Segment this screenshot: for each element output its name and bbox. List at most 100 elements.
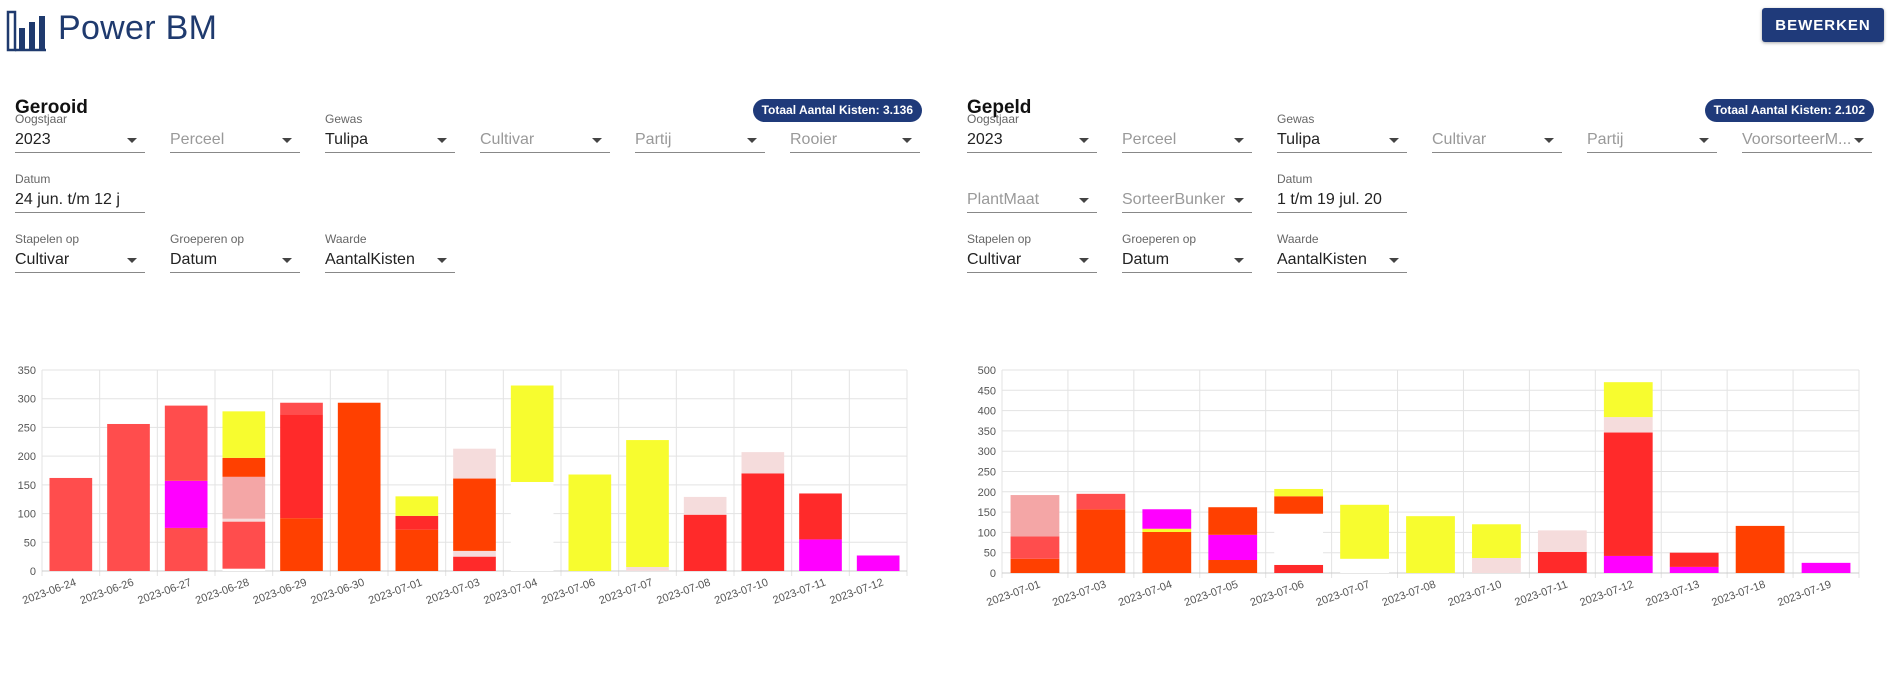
y-tick-label: 250 [18, 422, 36, 434]
bewerken-button[interactable]: BEWERKEN [1762, 8, 1884, 42]
rooier-select[interactable]: Rooier [790, 112, 920, 153]
bar-segment [107, 423, 150, 571]
partij-select[interactable]: Partij [635, 112, 765, 153]
y-tick-label: 50 [984, 548, 996, 560]
bar-segment [1274, 564, 1324, 573]
field-value: Datum [1122, 251, 1170, 268]
bar-segment [1472, 524, 1521, 558]
bar-segment [1274, 513, 1324, 565]
bar-segment [741, 452, 785, 474]
y-tick-label: 150 [978, 507, 996, 519]
cultivar-select[interactable]: Cultivar [1432, 112, 1562, 153]
field-label: Stapelen op [15, 232, 80, 246]
field-placeholder: PlantMaat [967, 191, 1040, 208]
groeperen-op-select[interactable]: Groeperen op Datum [170, 232, 300, 273]
oogstjaar-select[interactable]: Oogstjaar 2023 [967, 112, 1097, 153]
field-placeholder: Partij [1587, 131, 1624, 148]
field-placeholder: Cultivar [480, 131, 535, 148]
oogstjaar-select[interactable]: Oogstjaar 2023 [15, 112, 145, 153]
y-tick-label: 300 [18, 394, 36, 406]
x-tick-label: 2023-07-13 [1644, 579, 1701, 610]
bar-segment [1142, 531, 1192, 573]
bar-segment [1010, 536, 1060, 559]
y-tick-label: 50 [24, 537, 36, 549]
chevron-down-icon [592, 138, 602, 143]
y-tick-label: 0 [990, 568, 996, 580]
sorteerbunker-select[interactable]: SorteerBunker [1122, 172, 1252, 213]
x-tick-label: 2023-07-06 [540, 577, 597, 608]
x-tick-label: 2023-06-27 [136, 577, 193, 608]
datum-range-field[interactable]: Datum 24 jun. t/m 12 j [15, 172, 145, 213]
field-value: 2023 [15, 131, 51, 148]
perceel-select[interactable]: Perceel [1122, 112, 1252, 153]
chevron-down-icon [437, 138, 447, 143]
y-tick-label: 350 [978, 426, 996, 438]
chevron-down-icon [127, 138, 137, 143]
groeperen-op-select[interactable]: Groeperen op Datum [1122, 232, 1252, 273]
bar-segment [453, 448, 496, 479]
bar-segment [164, 527, 208, 571]
power-bm-logo-icon [6, 10, 46, 52]
bar-segment [222, 568, 266, 571]
bar-segment [1801, 562, 1851, 573]
datum-range-field[interactable]: Datum 1 t/m 19 jul. 20 [1277, 172, 1407, 213]
plantmaat-select[interactable]: PlantMaat [967, 172, 1097, 213]
y-tick-label: 350 [18, 365, 36, 377]
chevron-down-icon [1389, 258, 1399, 263]
y-tick-label: 250 [978, 467, 996, 479]
bar-segment [1603, 382, 1653, 418]
field-label: Datum [1277, 172, 1313, 186]
bar-segment [395, 496, 439, 516]
chevron-down-icon [282, 138, 292, 143]
chevron-down-icon [1854, 138, 1864, 143]
perceel-select[interactable]: Perceel [170, 112, 300, 153]
gerooid-chart: 0 50 100 150 200 250 300 350 2023-06-24 2023-06-2… [0, 362, 920, 692]
bar-segment [1274, 488, 1324, 497]
field-label: Groeperen op [1122, 232, 1197, 246]
field-value: AantalKisten [1277, 251, 1367, 268]
bar-segment [1142, 528, 1192, 532]
bar-segment [1603, 555, 1653, 573]
stapelen-op-select[interactable]: Stapelen op Cultivar [15, 232, 145, 273]
y-tick-label: 500 [978, 365, 996, 377]
x-tick-label: 2023-06-24 [21, 577, 78, 608]
partij-select[interactable]: Partij [1587, 112, 1717, 153]
top-bar: Power BM BEWERKEN [0, 0, 1891, 62]
x-tick-label: 2023-07-18 [1710, 579, 1767, 610]
bar-segment [222, 518, 266, 522]
panel-title: Gepeld [967, 97, 1032, 118]
bar-segment [1208, 560, 1258, 573]
app-title: Power BM [58, 9, 218, 47]
stapelen-op-select[interactable]: Stapelen op Cultivar [967, 232, 1097, 273]
x-tick-label: 2023-07-08 [655, 577, 712, 608]
field-value: 24 jun. t/m 12 j [15, 191, 120, 208]
field-placeholder: SorteerBunker [1122, 191, 1226, 208]
bar-segment [799, 493, 842, 540]
field-placeholder: Perceel [1122, 131, 1177, 148]
bar-segment [683, 496, 727, 515]
y-tick-label: 100 [18, 509, 36, 521]
y-tick-label: 400 [978, 406, 996, 418]
bar-segment [222, 476, 266, 519]
bar-segment [510, 481, 554, 571]
chevron-down-icon [747, 138, 757, 143]
bar-segment [1340, 558, 1389, 573]
bar-segment [1406, 516, 1455, 573]
cultivar-select[interactable]: Cultivar [480, 112, 610, 153]
chevron-down-icon [1389, 138, 1399, 143]
gewas-select[interactable]: Gewas Tulipa [1277, 112, 1407, 153]
x-tick-label: 2023-07-10 [713, 577, 770, 608]
x-tick-label: 2023-07-08 [1381, 579, 1438, 610]
waarde-select[interactable]: Waarde AantalKisten [1277, 232, 1407, 273]
x-tick-label: 2023-07-07 [598, 577, 655, 608]
waarde-select[interactable]: Waarde AantalKisten [325, 232, 455, 273]
bar-segment [1076, 493, 1126, 510]
gepeld-chart: 0 50 100 150 200 250 300 350 400 450 500 2023-07-01… [952, 362, 1872, 692]
bar-segment [222, 457, 266, 477]
voorsorteermachine-select[interactable]: VoorsorteerM... [1742, 112, 1872, 153]
field-label: Gewas [325, 112, 363, 126]
gewas-select[interactable]: Gewas Tulipa [325, 112, 455, 153]
field-placeholder: Cultivar [1432, 131, 1487, 148]
chevron-down-icon [1079, 198, 1089, 203]
